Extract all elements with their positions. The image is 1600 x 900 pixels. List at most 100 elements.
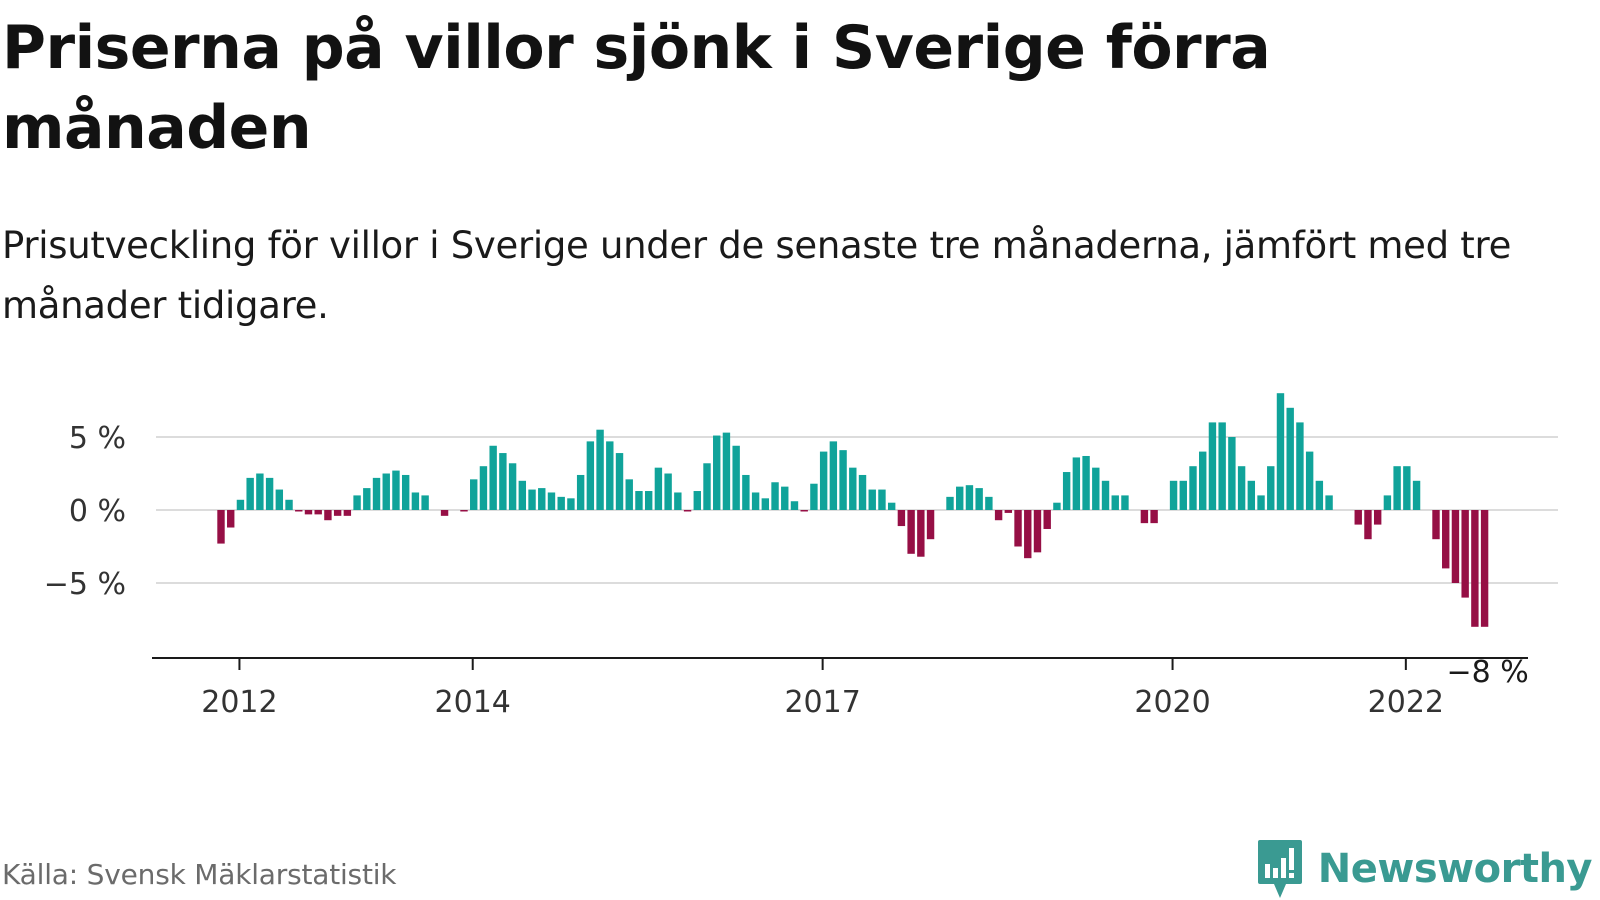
bar <box>956 486 964 510</box>
bar <box>1442 510 1450 569</box>
bar <box>887 502 896 510</box>
bar <box>1403 466 1411 510</box>
bar <box>1480 510 1489 627</box>
bar <box>586 441 595 510</box>
brand-name: Newsworthy <box>1317 846 1593 892</box>
x-tick-label: 2022 <box>1368 685 1444 720</box>
bar <box>596 429 604 510</box>
bar <box>518 480 527 510</box>
bar <box>713 435 721 510</box>
y-tick-label: 5 % <box>69 421 126 456</box>
bar <box>985 496 993 510</box>
bar <box>674 492 682 510</box>
bar <box>1383 495 1392 510</box>
labels: 5 % 0 % −5 % 2012 2014 2017 2020 2022−8 % <box>44 421 1529 720</box>
bar <box>285 499 293 510</box>
bar <box>858 474 867 510</box>
bar <box>994 510 1003 521</box>
bar <box>654 467 663 510</box>
x-axis <box>152 657 1528 670</box>
chart-title: Priserna på villor sjönk i Sverige förra… <box>2 13 1271 163</box>
bar <box>421 495 429 510</box>
brand: Newsworthy <box>1256 838 1593 900</box>
bar <box>1082 455 1090 510</box>
y-tick-label: −5 % <box>44 567 126 602</box>
bar <box>1267 466 1275 510</box>
bar <box>1286 407 1294 510</box>
bar <box>1004 510 1013 513</box>
bar <box>1257 495 1265 510</box>
bar <box>392 470 400 510</box>
bar-chart: 5 % 0 % −5 % 2012 2014 2017 2020 2022−8 % <box>44 393 1558 720</box>
bar <box>460 510 468 512</box>
bar <box>557 496 565 510</box>
bar <box>401 474 410 510</box>
bar <box>722 432 731 510</box>
bar <box>819 451 828 510</box>
bar <box>917 510 925 557</box>
end-value-label: −8 % <box>1446 655 1528 690</box>
x-tick-label: 2012 <box>201 685 277 720</box>
bar <box>1043 510 1051 529</box>
bar <box>1101 480 1110 510</box>
bar <box>790 501 799 510</box>
bar <box>1208 422 1217 510</box>
bar-chart-speech-bubble-icon <box>1257 840 1302 898</box>
bar <box>926 510 935 540</box>
bar <box>732 445 740 510</box>
bar <box>683 510 692 512</box>
bar <box>275 489 284 510</box>
bar <box>528 489 536 510</box>
bar <box>1014 510 1022 547</box>
bar <box>363 488 371 510</box>
bar <box>1325 495 1333 510</box>
bar <box>1432 510 1440 540</box>
x-tick-label: 2014 <box>435 685 511 720</box>
bar <box>839 450 847 510</box>
bar <box>1140 510 1149 524</box>
bar <box>479 466 488 510</box>
bar <box>1111 495 1119 510</box>
bar <box>1062 472 1071 510</box>
bar <box>781 486 789 510</box>
x-tick-label: 2017 <box>784 685 860 720</box>
bar <box>470 479 478 510</box>
bar <box>625 479 633 510</box>
bar <box>800 510 808 512</box>
bar <box>1276 393 1285 510</box>
bar <box>1179 480 1187 510</box>
bar <box>1033 510 1042 553</box>
bar <box>1121 495 1129 510</box>
y-tick-label: 0 % <box>69 494 126 529</box>
bar <box>1373 510 1382 525</box>
bar <box>324 510 332 521</box>
bar <box>440 510 449 516</box>
bar <box>1296 422 1304 510</box>
bar <box>810 483 818 510</box>
bar <box>615 453 624 510</box>
bar <box>606 441 614 510</box>
bar <box>1451 510 1460 583</box>
bar <box>1189 466 1197 510</box>
bar <box>664 473 672 510</box>
bar <box>878 489 886 510</box>
bar <box>567 498 575 510</box>
bar <box>508 463 517 510</box>
bar <box>897 510 906 527</box>
chart-subtitle: Prisutveckling för villor i Sverige unde… <box>2 224 1512 327</box>
bar <box>1092 467 1100 510</box>
bar <box>829 441 838 510</box>
bar <box>295 510 303 512</box>
bar <box>1072 457 1081 510</box>
bar <box>304 510 313 515</box>
bar <box>1315 480 1324 510</box>
bar <box>1053 502 1061 510</box>
bar <box>576 474 585 510</box>
bar <box>1237 466 1246 510</box>
bar <box>1471 510 1479 627</box>
bar <box>771 482 779 510</box>
bar <box>343 510 352 516</box>
bar <box>644 491 653 510</box>
bar <box>265 477 274 510</box>
